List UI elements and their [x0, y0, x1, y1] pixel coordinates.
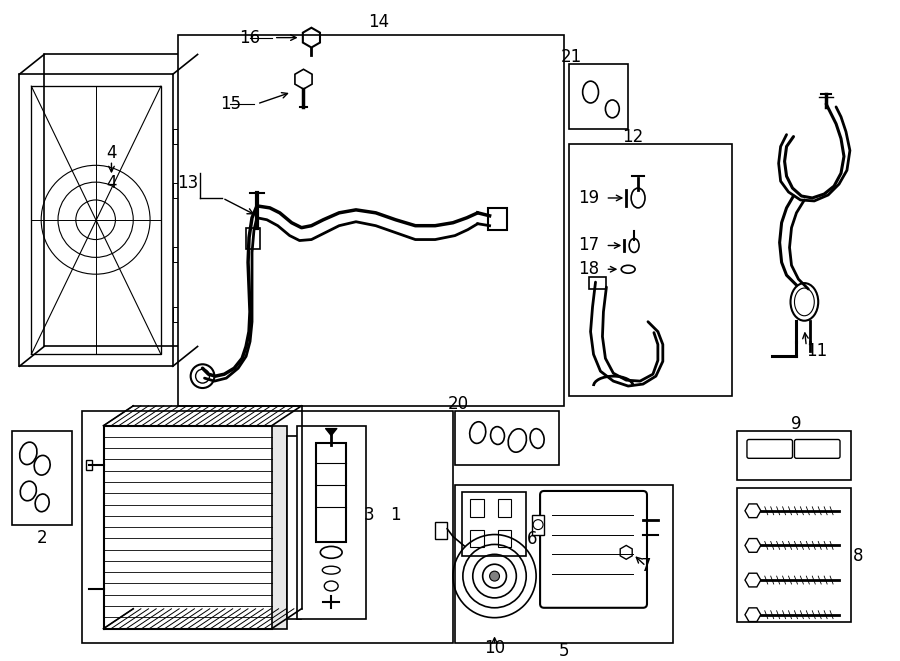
Bar — [86, 460, 92, 470]
Text: 9: 9 — [791, 414, 802, 433]
Text: 5: 5 — [559, 642, 569, 660]
Text: 6: 6 — [526, 531, 537, 549]
Text: 17: 17 — [578, 237, 599, 254]
Bar — [454, 410, 559, 465]
Text: 8: 8 — [852, 547, 863, 565]
Text: 1: 1 — [391, 506, 401, 524]
Text: 4: 4 — [106, 145, 117, 163]
FancyBboxPatch shape — [747, 440, 793, 458]
Bar — [13, 430, 72, 525]
Bar — [498, 529, 511, 547]
Text: 16: 16 — [239, 28, 261, 47]
Bar — [178, 34, 563, 406]
Text: 4: 4 — [106, 174, 117, 192]
Bar — [569, 143, 732, 396]
FancyBboxPatch shape — [795, 440, 840, 458]
Bar — [470, 499, 483, 517]
Bar — [246, 227, 260, 249]
FancyBboxPatch shape — [540, 491, 647, 607]
Bar — [589, 277, 607, 289]
Bar — [317, 444, 346, 543]
Text: 14: 14 — [368, 13, 390, 31]
Bar — [488, 208, 508, 229]
Bar — [532, 515, 544, 535]
FancyArrowPatch shape — [326, 428, 337, 436]
Bar — [82, 410, 453, 643]
Bar — [272, 426, 287, 629]
Text: 7: 7 — [641, 557, 652, 575]
Ellipse shape — [790, 283, 818, 321]
Bar — [173, 247, 183, 262]
Text: 18: 18 — [578, 260, 599, 278]
Bar — [173, 307, 183, 322]
Bar — [287, 436, 301, 619]
Bar — [436, 522, 447, 539]
Text: 11: 11 — [806, 342, 827, 360]
Bar — [569, 64, 628, 129]
Bar — [498, 499, 511, 517]
Text: 20: 20 — [447, 395, 469, 413]
Text: 2: 2 — [37, 529, 48, 547]
Bar — [297, 426, 366, 619]
Bar — [454, 485, 672, 643]
Text: 12: 12 — [623, 128, 644, 145]
Bar — [737, 430, 850, 480]
Text: 21: 21 — [561, 48, 582, 66]
Bar — [462, 492, 526, 557]
Bar — [470, 529, 483, 547]
Text: 10: 10 — [484, 639, 505, 658]
Text: 19: 19 — [578, 189, 599, 207]
Text: 15: 15 — [220, 95, 241, 113]
Text: 3: 3 — [364, 506, 374, 524]
Text: 13: 13 — [177, 174, 198, 192]
Bar — [737, 488, 850, 621]
Bar — [173, 183, 183, 198]
Circle shape — [490, 571, 500, 581]
Bar — [173, 129, 183, 143]
